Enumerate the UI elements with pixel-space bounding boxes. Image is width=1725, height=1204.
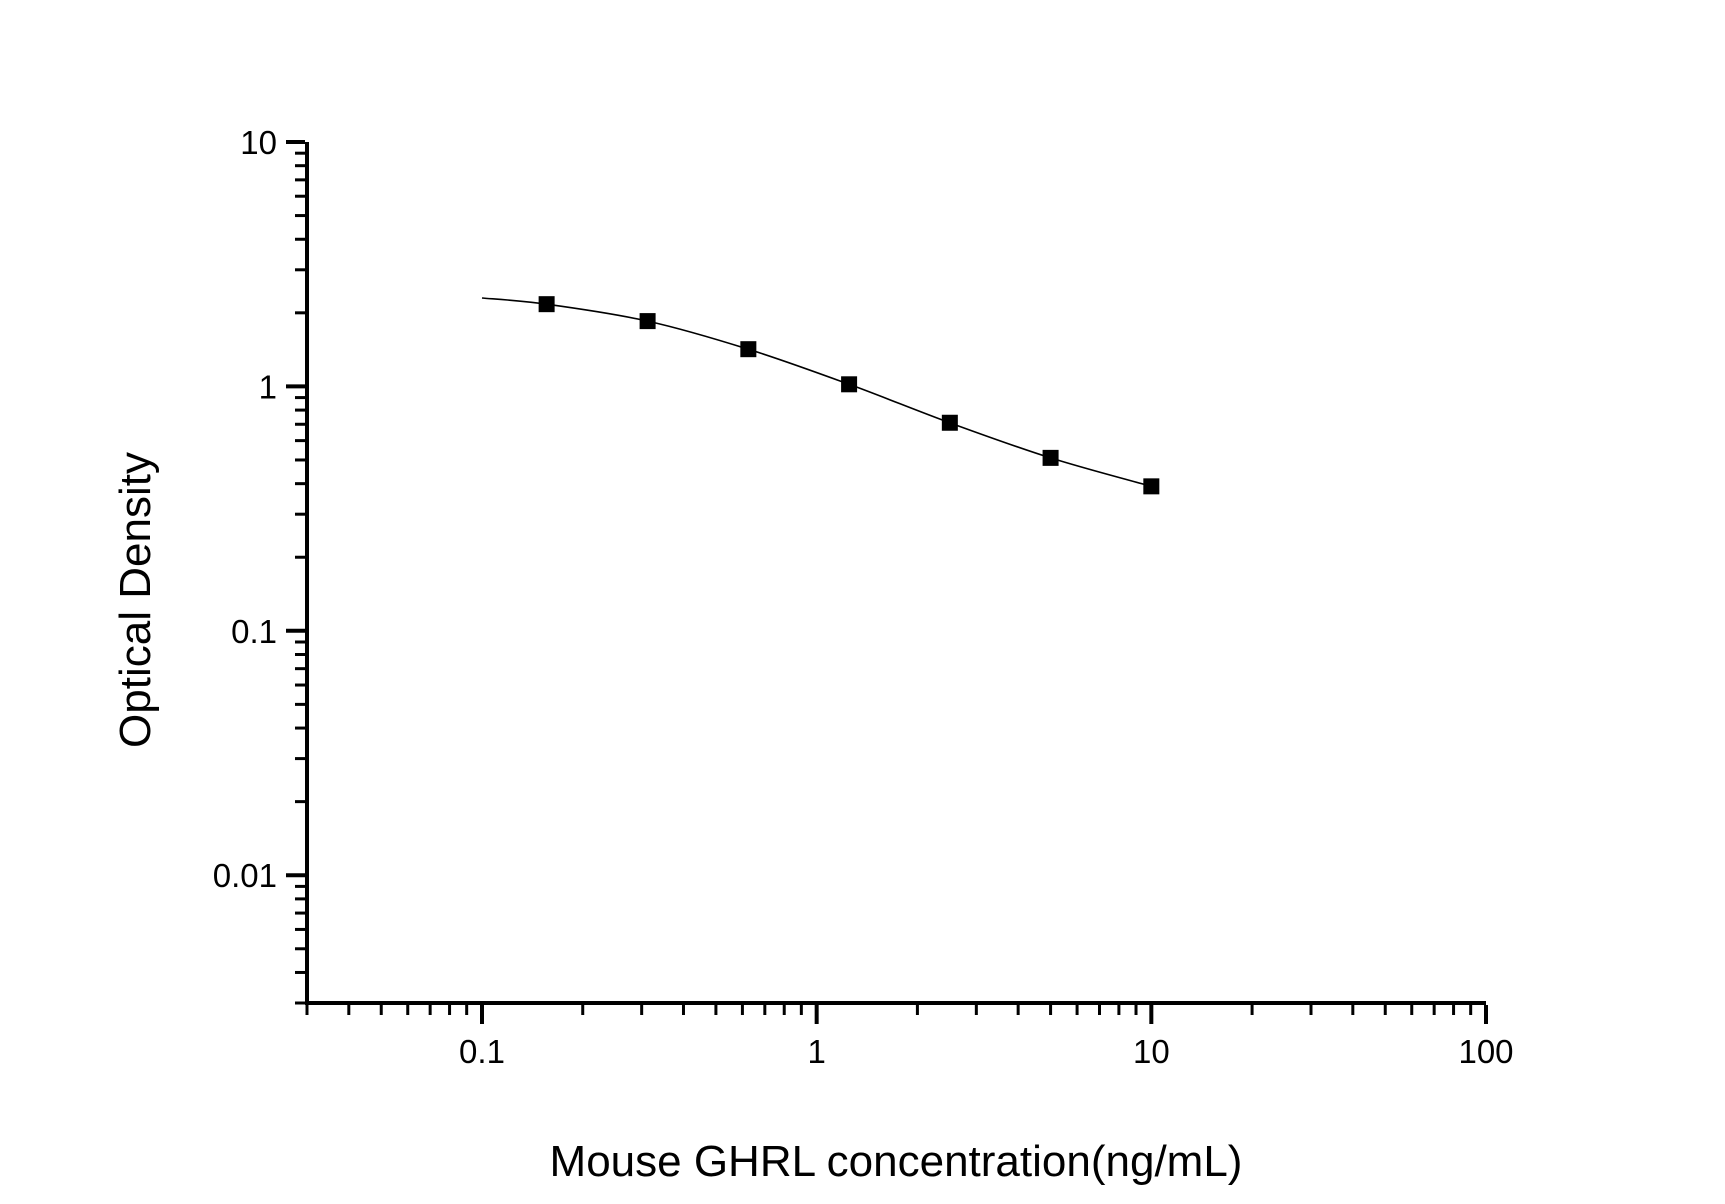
data-point-marker xyxy=(941,414,958,431)
x-tick-label: 10 xyxy=(1133,1033,1170,1070)
y-tick-label: 1 xyxy=(259,368,277,405)
y-tick-label: 10 xyxy=(240,124,277,161)
data-point-marker xyxy=(538,296,555,313)
data-point-marker xyxy=(1042,449,1059,466)
y-tick-label: 0.1 xyxy=(231,613,277,650)
y-axis-title: Optical Density xyxy=(111,452,160,748)
x-tick-label: 1 xyxy=(807,1033,825,1070)
data-point-marker xyxy=(841,376,858,393)
data-point-marker xyxy=(1143,478,1160,495)
data-point-marker xyxy=(639,313,656,330)
y-tick-label: 0.01 xyxy=(213,857,277,894)
x-tick-label: 100 xyxy=(1458,1033,1513,1070)
x-axis-title: Mouse GHRL concentration(ng/mL) xyxy=(550,1137,1243,1186)
data-layer xyxy=(481,296,1160,495)
data-point-marker xyxy=(740,341,757,358)
axes-layer: 0.1 1 10 100 0.01 0.1 1 10 xyxy=(213,124,1514,1070)
x-tick-label: 0.1 xyxy=(459,1033,505,1070)
